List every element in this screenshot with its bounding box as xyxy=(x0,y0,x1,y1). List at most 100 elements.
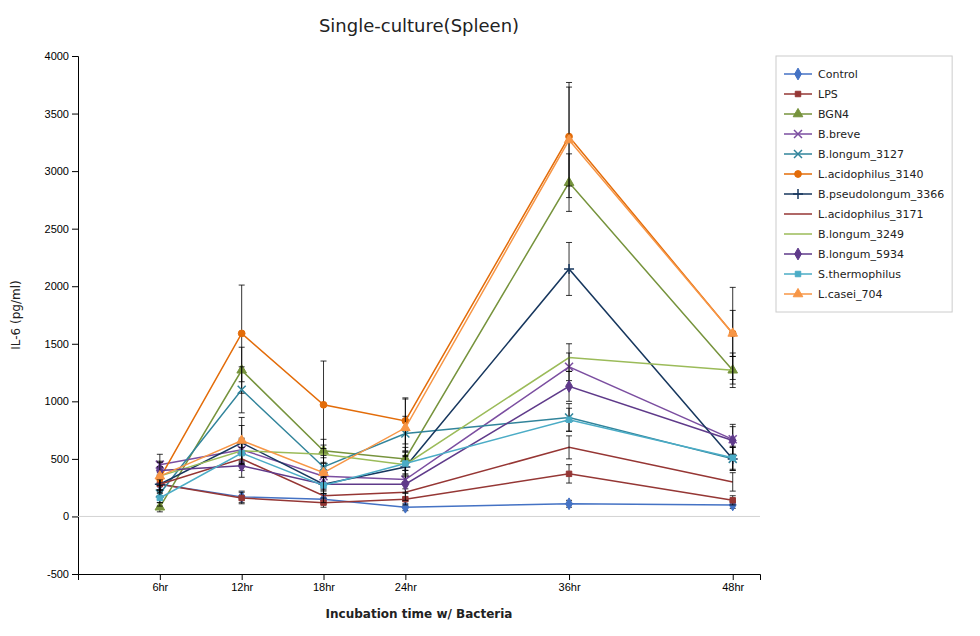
error-bar xyxy=(566,465,572,483)
error-bar xyxy=(239,492,245,504)
series xyxy=(157,436,736,503)
legend-item: B.breve xyxy=(784,128,861,141)
legend-item: L.acidophilus_3140 xyxy=(784,168,923,181)
marker xyxy=(155,471,165,479)
error-bar xyxy=(566,404,572,432)
y-tick-mark xyxy=(72,516,78,517)
chart: 6hr12hr18hr24hr36hr48hr-5000500100015002… xyxy=(0,0,980,636)
legend-label: L.acidophilus_3171 xyxy=(818,208,923,221)
legend-item: B.pseudolongum_3366 xyxy=(784,188,944,201)
y-tick-mark xyxy=(72,56,78,57)
error-bar xyxy=(566,344,572,372)
error-bar xyxy=(239,285,245,382)
marker xyxy=(566,417,571,422)
y-tick-label: 1000 xyxy=(45,395,69,407)
legend-marker xyxy=(795,68,802,80)
legend-marker xyxy=(793,108,803,116)
y-tick: 1000 xyxy=(45,395,78,407)
marker xyxy=(564,264,574,274)
y-tick-label: 1500 xyxy=(45,338,69,350)
y-tick: 1500 xyxy=(45,338,78,350)
y-axis-title: IL-6 (pg/ml) xyxy=(9,280,23,349)
series-line xyxy=(160,367,733,480)
legend-label: B.longum_3127 xyxy=(818,148,904,161)
error-bar xyxy=(157,490,163,506)
x-tick: 12hr xyxy=(231,574,253,593)
legend-label: B.pseudolongum_3366 xyxy=(818,188,944,201)
x-axis-line xyxy=(79,575,761,581)
y-axis-line xyxy=(72,57,79,575)
series xyxy=(156,371,736,492)
legend-marker xyxy=(793,288,803,296)
x-tick-mark xyxy=(569,574,570,580)
error-bar xyxy=(566,408,572,431)
series xyxy=(156,353,737,489)
y-tick: 3500 xyxy=(45,108,78,120)
legend-marker xyxy=(795,248,802,260)
legend-item: BGN4 xyxy=(784,108,849,121)
legend-frame xyxy=(776,56,952,312)
legend-item: S.thermophilus xyxy=(784,268,901,281)
series-line xyxy=(160,474,733,503)
y-tick: 2500 xyxy=(45,223,78,235)
x-tick-label: 6hr xyxy=(152,581,168,593)
legend-item: LPS xyxy=(784,88,838,101)
legend-label: B.longum_3249 xyxy=(818,228,904,241)
series-line xyxy=(160,386,733,484)
series-line xyxy=(160,390,733,494)
marker xyxy=(566,498,573,510)
marker xyxy=(729,435,736,447)
series-line xyxy=(160,137,733,479)
error-bar xyxy=(566,371,572,401)
legend-label: LPS xyxy=(818,88,838,101)
y-tick-label: 3500 xyxy=(45,108,69,120)
y-tick-label: 500 xyxy=(51,453,69,465)
legend-marker xyxy=(793,189,803,199)
series xyxy=(157,408,736,506)
y-tick-mark xyxy=(72,574,78,575)
marker xyxy=(728,328,738,336)
x-axis: 6hr12hr18hr24hr36hr48hr xyxy=(79,574,761,593)
x-tick-mark xyxy=(733,574,734,580)
y-tick-label: 2500 xyxy=(45,223,69,235)
series xyxy=(157,465,736,508)
x-tick-label: 36hr xyxy=(559,581,581,593)
legend-item: L.casei_704 xyxy=(784,288,882,301)
title: Single-culture(Spleen) xyxy=(319,15,519,36)
y-tick-mark xyxy=(72,171,78,172)
y-tick-mark xyxy=(72,459,78,460)
legend-marker xyxy=(794,130,802,138)
zero-line xyxy=(78,516,760,517)
series-line xyxy=(160,140,733,476)
y-tick-label: 0 xyxy=(63,510,69,522)
legend-marker xyxy=(795,271,800,276)
legend-swatch xyxy=(784,233,812,235)
marker xyxy=(566,471,571,476)
y-tick-label: 4000 xyxy=(45,50,69,62)
legend-label: L.acidophilus_3140 xyxy=(818,168,923,181)
marker xyxy=(238,386,246,394)
legend-item: B.longum_3127 xyxy=(784,148,904,161)
marker xyxy=(402,478,409,490)
legend-marker xyxy=(795,171,802,178)
series-line xyxy=(160,358,733,477)
x-tick-mark xyxy=(242,574,243,580)
error-bar xyxy=(566,436,572,459)
x-tick: 6hr xyxy=(152,574,168,593)
legend-label: L.casei_704 xyxy=(818,288,882,301)
y-tick-mark xyxy=(72,229,78,230)
legend-label: S.thermophilus xyxy=(818,268,901,281)
legend-item: Control xyxy=(784,68,858,81)
marker xyxy=(401,422,411,430)
legend-swatch xyxy=(784,213,812,215)
series xyxy=(155,82,737,489)
error-bar xyxy=(730,496,736,505)
marker xyxy=(237,435,247,443)
y-tick-label: -500 xyxy=(47,568,69,580)
x-tick-label: 18hr xyxy=(313,581,335,593)
x-tick-mark xyxy=(160,574,161,580)
x-tick-mark xyxy=(405,574,406,580)
x-tick: 36hr xyxy=(559,574,581,593)
y-tick: -500 xyxy=(47,568,78,580)
marker xyxy=(403,461,408,466)
